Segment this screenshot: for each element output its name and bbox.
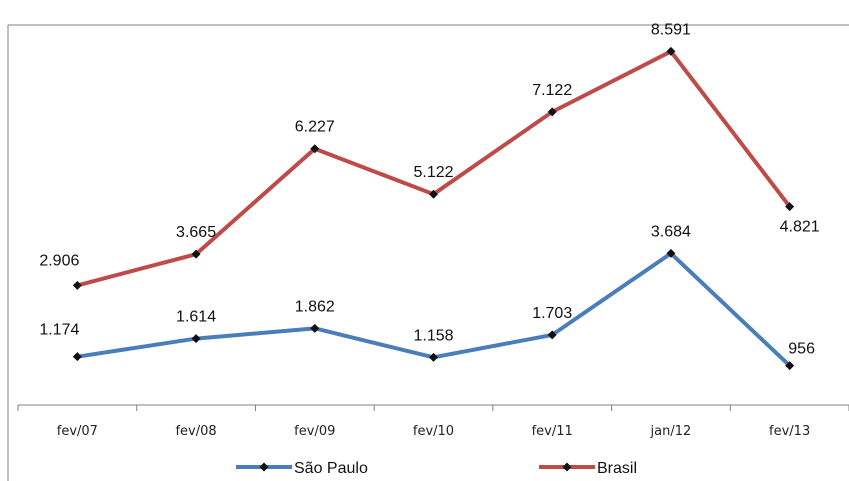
- legend-marker: [562, 462, 572, 472]
- data-point-marker: [72, 352, 82, 362]
- series-group: 1.174 1.614 1.862 1.158 1.703 3.684 956 2.906 3.…: [39, 21, 820, 371]
- data-label: 956: [788, 341, 815, 358]
- data-point-marker: [310, 323, 320, 333]
- data-label: 1.158: [413, 327, 453, 344]
- legend-marker: [259, 462, 269, 472]
- data-label: 2.906: [39, 252, 79, 269]
- data-point-marker: [429, 189, 438, 199]
- data-point-marker: [547, 107, 557, 117]
- data-label: 4.821: [780, 219, 820, 236]
- data-point-marker: [310, 144, 320, 154]
- data-point-marker: [72, 280, 82, 290]
- data-label: 6.227: [295, 119, 335, 136]
- x-ticks: [17, 405, 849, 411]
- data-label: 1.862: [295, 298, 335, 315]
- legend-item: São Paulo: [236, 460, 368, 477]
- x-tick-label: fev/11: [532, 424, 573, 439]
- data-label: 7.122: [532, 82, 572, 99]
- data-point-marker: [191, 334, 201, 344]
- series-brasil: 2.906 3.665 6.227 5.122 7.122 8.591 4.821: [39, 21, 820, 290]
- x-tick-label: jan/12: [650, 424, 692, 439]
- data-point-marker: [429, 352, 438, 362]
- data-point-marker: [666, 248, 676, 258]
- data-point-marker: [785, 202, 795, 212]
- data-label: 1.614: [176, 309, 216, 326]
- x-tick-label: fev/08: [175, 424, 216, 439]
- data-label: 5.122: [413, 164, 453, 181]
- x-tick-label: fev/09: [294, 424, 335, 439]
- legend-label: Brasil: [597, 460, 637, 477]
- data-point-marker: [191, 249, 201, 259]
- data-label: 3.665: [176, 224, 216, 241]
- x-tick-label: fev/07: [57, 424, 98, 439]
- x-tick-label: fev/13: [769, 424, 810, 439]
- data-label: 3.684: [651, 223, 691, 240]
- x-tick-labels: fev/07 fev/08 fev/09 fev/10 fev/11 jan/12 fev/…: [57, 424, 810, 439]
- data-label: 1.703: [532, 305, 572, 322]
- series-sao-paulo: 1.174 1.614 1.862 1.158 1.703 3.684 956: [39, 223, 815, 371]
- data-label: 8.591: [651, 21, 691, 38]
- legend: São Paulo Brasil: [236, 460, 637, 477]
- legend-item: Brasil: [539, 460, 637, 477]
- data-point-marker: [785, 361, 795, 371]
- x-tick-label: fev/10: [413, 424, 454, 439]
- legend-label: São Paulo: [294, 460, 368, 477]
- data-label: 1.174: [39, 322, 79, 339]
- data-point-marker: [547, 330, 557, 340]
- data-point-marker: [666, 46, 676, 56]
